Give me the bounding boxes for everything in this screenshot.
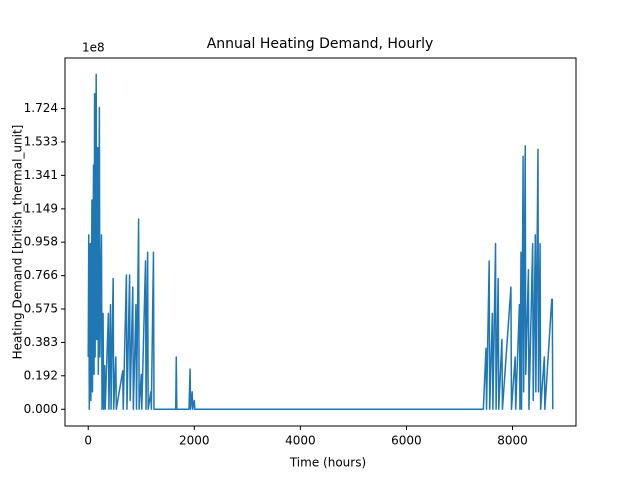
- y-axis-label: Heating Demand [british_thermal_unit]: [11, 125, 25, 360]
- x-tick-label: 6000: [391, 434, 422, 448]
- x-tick-label: 2000: [179, 434, 210, 448]
- x-tick-label: 8000: [497, 434, 528, 448]
- y-tick-label: 1.533: [24, 134, 58, 148]
- plot-frame: [64, 57, 577, 427]
- y-tick-label: 0.383: [24, 335, 58, 349]
- data-line: [87, 73, 554, 411]
- y-tick-label: 0.766: [24, 268, 58, 282]
- y-offset-label: 1e8: [82, 41, 105, 55]
- x-tick-label: 0: [84, 434, 92, 448]
- y-tick-label: 1.724: [24, 101, 58, 115]
- chart-title: Annual Heating Demand, Hourly: [207, 36, 434, 52]
- y-tick-label: 1.149: [24, 201, 58, 215]
- y-tick-label: 0.000: [24, 402, 58, 416]
- y-tick-label: 0.575: [24, 301, 58, 315]
- y-tick-label: 0.958: [24, 235, 58, 249]
- y-tick-label: 0.192: [24, 368, 58, 382]
- x-tick-label: 4000: [285, 434, 316, 448]
- y-tick-label: 1.341: [24, 168, 58, 182]
- x-axis-label: Time (hours): [289, 456, 366, 470]
